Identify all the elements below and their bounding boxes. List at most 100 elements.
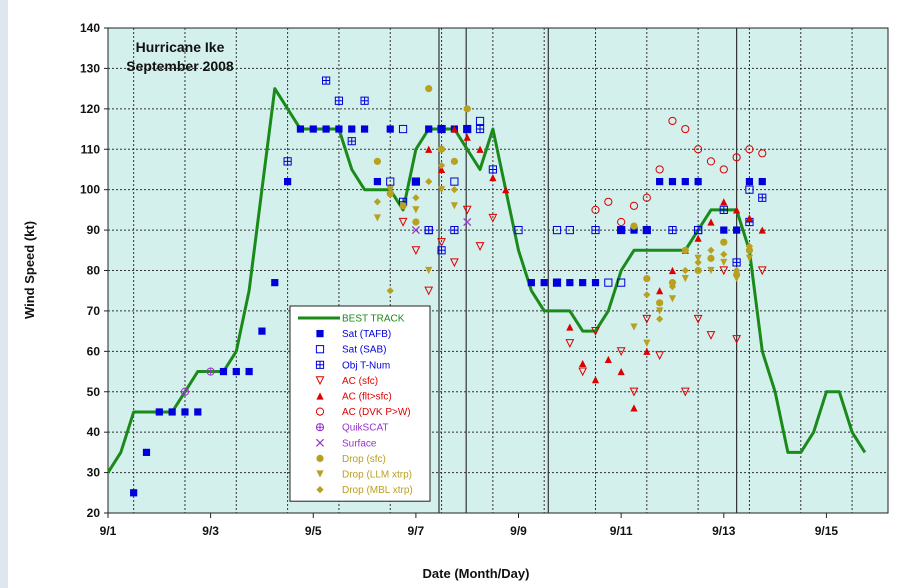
- data-point-drop-mbl-xtrp: [681, 266, 689, 275]
- data-point-obj-t-num: [475, 124, 485, 134]
- legend-swatch: [316, 486, 324, 494]
- data-point-obj-t-num: [694, 225, 703, 235]
- data-point-sat-tafb: [463, 125, 471, 133]
- legend-swatch: [315, 345, 325, 354]
- y-tick-label: 70: [87, 304, 101, 318]
- x-tick-label: 9/13: [712, 524, 736, 538]
- data-point-ac-sfc: [437, 238, 446, 247]
- data-point-sat-tafb: [142, 448, 151, 456]
- data-point-drop-llm-xtrp: [745, 254, 754, 262]
- data-point-drop-mbl-xtrp: [386, 287, 394, 295]
- data-point-ac-sfc: [693, 314, 703, 324]
- data-point-ac-dvk-p-w: [681, 124, 690, 134]
- data-point-quikscat: [206, 367, 215, 376]
- data-point-drop-sfc: [643, 274, 651, 283]
- data-point-obj-t-num: [758, 193, 767, 202]
- data-point-ac-sfc: [578, 367, 588, 377]
- x-tick-label: 9/9: [510, 524, 527, 538]
- data-point-ac-dvk-p-w: [617, 217, 626, 227]
- data-point-drop-mbl-xtrp: [694, 258, 702, 267]
- data-point-sat-sab: [398, 124, 408, 134]
- data-point-sat-sab: [386, 177, 395, 186]
- data-point-ac-flt-sfc: [579, 359, 587, 368]
- data-point-ac-flt-sfc: [604, 355, 612, 364]
- data-point-obj-t-num: [437, 246, 446, 255]
- legend-label: Surface: [342, 438, 377, 449]
- data-point-sat-tafb: [245, 367, 253, 376]
- x-tick-label: 9/15: [815, 524, 839, 538]
- legend-label: Sat (TAFB): [342, 329, 391, 340]
- series-ac-flt-sfc: [425, 125, 766, 412]
- data-point-drop-mbl-xtrp: [373, 198, 382, 206]
- legend-swatch: [315, 376, 325, 386]
- data-point-sat-tafb: [437, 125, 446, 133]
- data-point-sat-tafb: [733, 226, 741, 234]
- data-point-drop-llm-xtrp: [437, 186, 446, 194]
- data-point-drop-sfc: [707, 254, 715, 262]
- data-point-ac-dvk-p-w: [758, 149, 767, 158]
- data-point-sat-tafb: [656, 177, 664, 186]
- data-point-ac-flt-sfc: [463, 133, 471, 141]
- data-point-drop-llm-xtrp: [668, 295, 677, 303]
- y-tick-label: 130: [80, 61, 100, 75]
- data-point-obj-t-num: [283, 157, 292, 166]
- data-point-ac-sfc: [680, 387, 690, 397]
- data-point-ac-sfc: [629, 387, 639, 397]
- data-point-sat-tafb: [668, 177, 677, 186]
- data-point-ac-flt-sfc: [450, 125, 458, 133]
- data-point-surface: [411, 226, 420, 235]
- legend-label: AC (sfc): [342, 376, 378, 387]
- data-point-obj-t-num: [424, 225, 433, 235]
- legend: BEST TRACK Sat (TAFB) Sat (SAB) Obj T-Num AC…: [289, 305, 431, 502]
- data-point-sat-tafb: [758, 177, 766, 186]
- data-point-ac-flt-sfc: [502, 186, 510, 194]
- data-point-drop-llm-xtrp: [386, 186, 394, 194]
- data-point-ac-sfc: [449, 258, 459, 268]
- legend-swatch: [315, 423, 325, 432]
- data-point-ac-flt-sfc: [733, 206, 741, 214]
- data-point-ac-flt-sfc: [656, 287, 664, 295]
- data-point-drop-mbl-xtrp: [733, 266, 741, 275]
- y-axis-title: Wind Speed (kt): [22, 221, 37, 319]
- legend-label: AC (DVK P>W): [342, 407, 411, 418]
- y-tick-label: 40: [87, 425, 101, 439]
- series-ac-dvk-p-w: [591, 116, 767, 227]
- data-point-drop-sfc: [450, 157, 458, 165]
- data-point-sat-sab: [411, 177, 420, 186]
- data-point-sat-tafb: [155, 408, 163, 416]
- data-point-drop-sfc: [373, 157, 382, 165]
- data-point-obj-t-num: [591, 225, 600, 235]
- legend-label: Sat (SAB): [342, 345, 386, 356]
- data-point-obj-t-num: [347, 137, 356, 146]
- data-point-sat-tafb: [296, 125, 305, 133]
- data-point-sat-sab: [565, 225, 574, 235]
- data-point-obj-t-num: [617, 225, 626, 235]
- data-point-drop-sfc: [399, 202, 407, 210]
- data-point-obj-t-num: [719, 205, 728, 214]
- data-point-ac-flt-sfc: [745, 214, 754, 222]
- data-point-drop-sfc: [630, 222, 638, 230]
- legend-label: Drop (LLM xtrp): [342, 470, 412, 481]
- y-tick-label: 120: [80, 102, 100, 116]
- data-point-ac-flt-sfc: [758, 226, 766, 234]
- data-point-sat-sab: [604, 278, 613, 287]
- data-point-ac-flt-sfc: [707, 218, 715, 226]
- data-point-drop-llm-xtrp: [373, 214, 382, 222]
- chart-title: Hurricane Ike: [136, 39, 225, 55]
- best-track-line: [108, 87, 867, 474]
- series-ac-sfc: [398, 205, 767, 397]
- data-point-ac-sfc: [424, 286, 434, 296]
- legend-label: BEST TRACK: [342, 314, 405, 325]
- legend-swatch: [315, 360, 325, 369]
- data-point-drop-mbl-xtrp: [425, 177, 433, 186]
- y-ticks: 20 30 40 50 60 70 80 90 100 110 120 130 140: [80, 21, 108, 520]
- data-point-drop-sfc: [668, 279, 677, 287]
- data-point-drop-sfc: [656, 299, 664, 307]
- data-point-drop-llm-xtrp: [656, 307, 664, 315]
- data-point-sat-tafb: [348, 125, 356, 133]
- data-point-drop-sfc: [386, 190, 394, 198]
- data-point-drop-llm-xtrp: [643, 339, 651, 347]
- data-point-ac-sfc: [398, 217, 408, 227]
- data-point-sat-sab: [450, 177, 459, 186]
